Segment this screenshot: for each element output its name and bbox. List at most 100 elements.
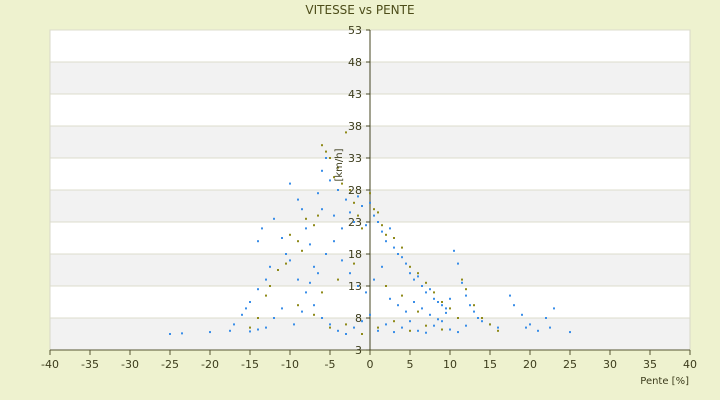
data-point [361,227,363,230]
data-point [341,227,343,230]
data-point [449,297,451,300]
data-point [345,333,347,335]
data-point [401,246,403,249]
data-point [357,285,359,287]
x-tick-label: 20 [523,358,537,371]
data-point [309,243,311,246]
data-point [373,208,375,211]
data-point [333,240,335,243]
data-point [329,157,331,159]
data-point [365,291,367,294]
data-point [289,182,291,185]
data-point [249,326,251,329]
data-point [385,323,387,326]
chart-title: VITESSE vs PENTE [305,3,414,17]
x-tick-label: 0 [367,358,374,371]
data-point [385,285,387,287]
data-point [545,317,547,319]
data-point [329,323,331,326]
data-point [377,221,379,223]
data-point [417,275,419,278]
x-tick-label: -20 [201,358,219,371]
x-tick-label: -40 [41,358,59,371]
x-tick-label: -25 [161,358,179,371]
data-point [257,240,259,243]
y-tick-label: 38 [348,120,362,133]
data-point [353,201,355,204]
data-point [285,253,287,255]
data-point [513,304,515,307]
data-point [389,227,391,230]
data-point [401,256,403,259]
data-point [413,278,415,281]
series-1 [249,131,499,335]
data-point [305,291,307,294]
data-point [425,281,427,284]
data-point [313,224,315,227]
x-tick-label: -5 [325,358,336,371]
data-point [413,301,415,303]
data-point [425,291,427,294]
data-point [333,214,335,217]
data-point [465,294,467,297]
data-point [461,278,463,281]
data-point [353,221,355,223]
data-point [357,195,359,198]
data-point [313,265,315,268]
data-point [297,304,299,307]
data-point [325,253,327,255]
data-point [381,265,383,268]
data-point [465,324,467,327]
data-point [321,144,323,147]
data-point [385,233,387,236]
data-point [521,313,523,316]
data-point [397,304,399,307]
data-point [489,323,491,326]
y-tick-label: 33 [348,152,362,165]
data-point [373,278,375,281]
data-point [257,317,259,319]
x-tick-label: 30 [603,358,617,371]
data-point [357,214,359,217]
data-point [349,272,351,275]
data-point [393,246,395,249]
data-point [469,304,471,307]
data-point [405,262,407,265]
data-point [401,326,403,329]
data-point [441,304,443,307]
data-point [433,297,435,300]
data-point [297,278,299,281]
data-point [393,320,395,323]
data-point [481,320,483,323]
data-point [393,237,395,239]
data-point [273,317,275,319]
data-point [273,217,275,220]
data-point [301,208,303,211]
data-point [385,240,387,243]
x-tick-label: -30 [121,358,139,371]
data-point [373,214,375,217]
data-point [285,262,287,265]
data-point [409,320,411,323]
data-point [433,324,435,327]
data-point [321,291,323,294]
data-point [341,182,343,185]
data-point [229,329,231,332]
x-tick-label: -10 [281,358,299,371]
data-point [429,288,431,291]
data-point [241,313,243,316]
data-point [361,205,363,207]
data-point [509,294,511,297]
data-point [549,326,551,329]
data-point [337,278,339,281]
data-point [313,313,315,316]
x-tick-label: 40 [683,358,697,371]
data-point [321,208,323,211]
data-point [249,301,251,303]
data-point [417,310,419,313]
data-point [233,323,235,326]
data-point [441,301,443,303]
data-point [457,331,459,334]
